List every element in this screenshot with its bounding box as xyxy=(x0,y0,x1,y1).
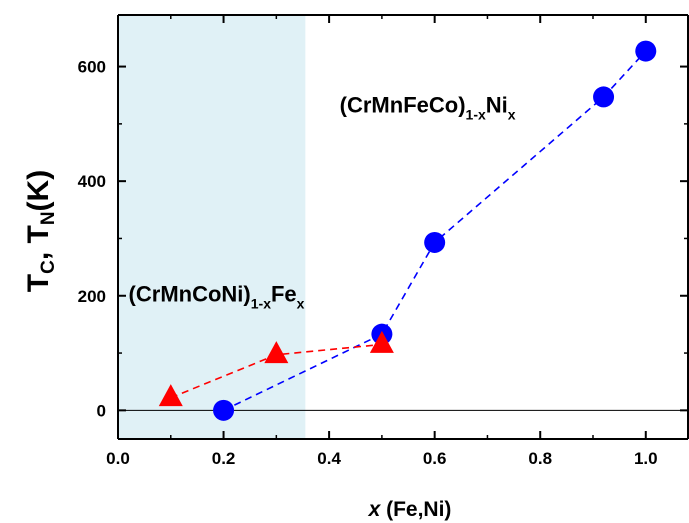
y-axis-title: TC, TN(K) xyxy=(22,170,59,292)
y-tick-label-2: 400 xyxy=(78,172,106,191)
y-axis-title-t1: T xyxy=(22,274,55,292)
shaded-region xyxy=(118,15,306,439)
x-axis-title: x (Fe,Ni) xyxy=(368,498,452,521)
series-markers xyxy=(158,40,657,421)
series-0-point-0 xyxy=(213,399,235,421)
series-0-point-4 xyxy=(635,40,657,62)
x-tick-label-0: 0.0 xyxy=(106,449,130,468)
x-tick-label-4: 0.8 xyxy=(528,449,552,468)
annotation-1-part-0: (CrMnCoNi) xyxy=(129,281,251,306)
annotations: (CrMnFeCo)1-xNix(CrMnCoNi)1-xFex xyxy=(129,92,516,311)
axis-ticks: 0.0 0.2 0.4 0.6 0.8 1.0 0 200 400 600 xyxy=(78,15,688,468)
series-1-point-1 xyxy=(264,341,289,364)
y-tick-label-1: 200 xyxy=(78,287,106,306)
annotation-0-part-1: 1-x xyxy=(466,106,486,122)
x-tick-label-2: 0.4 xyxy=(317,449,341,468)
y-tick-label-3: 600 xyxy=(78,58,106,77)
plot-background xyxy=(118,15,306,439)
x-axis-title-italic: x xyxy=(368,498,382,521)
y-axis-title-mid: , T xyxy=(22,225,55,260)
y-tick-label-0: 0 xyxy=(97,401,106,420)
annotation-0: (CrMnFeCo)1-xNix xyxy=(340,92,516,122)
annotation-0-part-0: (CrMnFeCo) xyxy=(340,92,466,117)
series-1-point-0 xyxy=(158,384,183,407)
annotation-1-part-3: x xyxy=(297,295,305,311)
y-axis-title-end: (K) xyxy=(22,170,55,212)
x-axis-title-rest: (Fe,Ni) xyxy=(380,498,451,521)
y-axis-title-sub2: N xyxy=(38,211,59,225)
x-tick-label-5: 1.0 xyxy=(634,449,658,468)
annotation-1-part-1: 1-x xyxy=(251,295,271,311)
annotation-1-part-2: Fe xyxy=(271,281,297,306)
y-axis-title-sub1: C xyxy=(38,260,59,274)
x-tick-label-1: 0.2 xyxy=(212,449,236,468)
x-tick-label-3: 0.6 xyxy=(423,449,447,468)
series-1-point-2 xyxy=(369,330,394,353)
annotation-0-part-2: Ni xyxy=(486,92,508,117)
series-0-point-2 xyxy=(424,231,446,253)
annotation-0-part-3: x xyxy=(508,106,516,122)
annotation-1: (CrMnCoNi)1-xFex xyxy=(129,281,305,311)
series-0-point-3 xyxy=(593,86,615,108)
